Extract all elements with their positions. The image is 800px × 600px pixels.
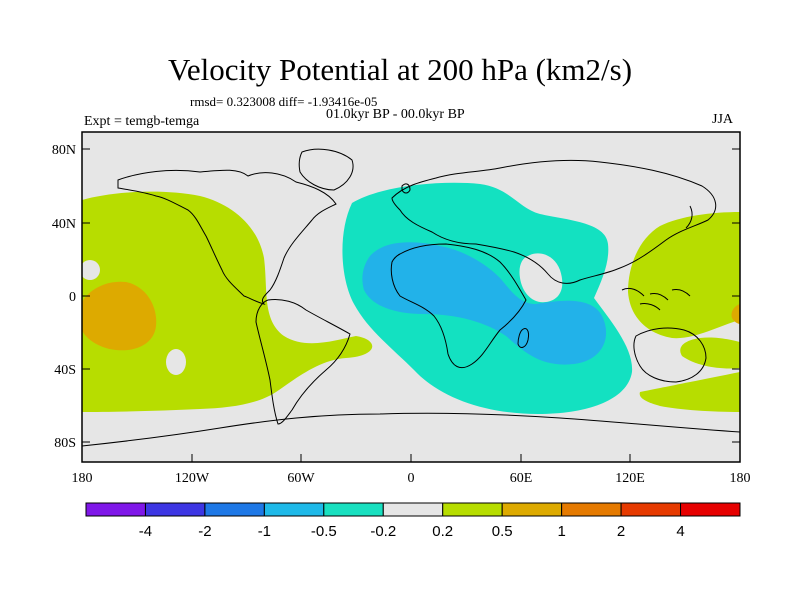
antarctica-coast: [82, 412, 740, 447]
map-panel: [82, 132, 740, 462]
y-tick-label: 40N: [52, 217, 76, 232]
colorbar-label: -1: [258, 523, 271, 540]
colorbar-swatch: [680, 502, 741, 517]
south-america-coast: [255, 299, 351, 425]
x-tick-label: 180: [72, 471, 93, 486]
colorbar-swatch: [144, 502, 206, 517]
colorbar: -4 -2 -1 -0.5 -0.2 0.2 0.5 1 2 4: [85, 502, 741, 540]
eurasia-coast: [391, 159, 717, 284]
y-axis: 80N 40N 0 40S 80S: [52, 143, 740, 451]
colorbar-swatch: [323, 502, 384, 517]
colorbar-label: 4: [676, 523, 684, 540]
north-america-coast: [117, 169, 337, 305]
y-tick-label: 40S: [54, 363, 76, 378]
x-tick-label: 60W: [287, 471, 315, 486]
coastlines: [82, 148, 740, 447]
greenland-coast: [298, 148, 354, 191]
westpacific-southern-patch: [680, 337, 740, 369]
map-title: Velocity Potential at 200 hPa (km2/s): [167, 52, 633, 87]
africa-coast: [390, 243, 527, 369]
westpacific-orange-edge: [731, 304, 740, 324]
y-tick-label: 80S: [54, 436, 76, 451]
colorbar-swatch: [204, 502, 265, 517]
japan-coast: [685, 205, 693, 229]
x-tick-label: 60E: [510, 471, 533, 486]
pacific-gap-west: [82, 260, 100, 280]
x-axis: 180 120W 60W 0 60E 120E 180: [72, 454, 751, 486]
pacific-positive-anomaly: [82, 191, 373, 412]
y-tick-label: 80N: [52, 143, 76, 158]
madagascar-coast: [517, 327, 529, 348]
colorbar-swatch: [382, 502, 444, 517]
stats-label: rmsd= 0.323008 diff= -1.93416e-05: [190, 94, 378, 109]
westpacific-southern-band: [639, 372, 740, 412]
colorbar-swatch: [442, 502, 503, 517]
x-tick-label: 180: [730, 471, 751, 486]
australia-coast: [633, 327, 707, 383]
y-tick-label: 0: [69, 290, 76, 305]
colorbar-swatch: [620, 502, 682, 517]
period-label: 01.0kyr BP - 00.0kyr BP: [326, 107, 465, 122]
colorbar-label: -0.5: [311, 523, 337, 540]
colorbar-label: -2: [198, 523, 211, 540]
colorbar-label: 0.5: [492, 523, 513, 540]
colorbar-swatch: [85, 502, 146, 517]
arabian-sea-gap: [519, 253, 563, 303]
colorbar-label: 1: [557, 523, 565, 540]
colorbar-swatch: [263, 502, 325, 517]
pacific-gap-south: [166, 349, 186, 375]
indonesia-islands: [621, 287, 691, 311]
pacific-orange-core: [82, 281, 157, 351]
x-tick-label: 0: [408, 471, 415, 486]
colorbar-label: 0.2: [432, 523, 453, 540]
season-label: JJA: [712, 112, 734, 127]
colorbar-label: 2: [617, 523, 625, 540]
x-tick-label: 120E: [615, 471, 645, 486]
colorbar-label: -0.2: [370, 523, 396, 540]
colorbar-swatch: [561, 502, 622, 517]
x-tick-label: 120W: [175, 471, 210, 486]
uk-coast: [401, 183, 411, 194]
africa-blue-core: [362, 242, 607, 365]
experiment-label: Expt = temgb-temga: [84, 114, 200, 129]
colorbar-swatch: [501, 502, 563, 517]
colorbar-label: -4: [139, 523, 152, 540]
